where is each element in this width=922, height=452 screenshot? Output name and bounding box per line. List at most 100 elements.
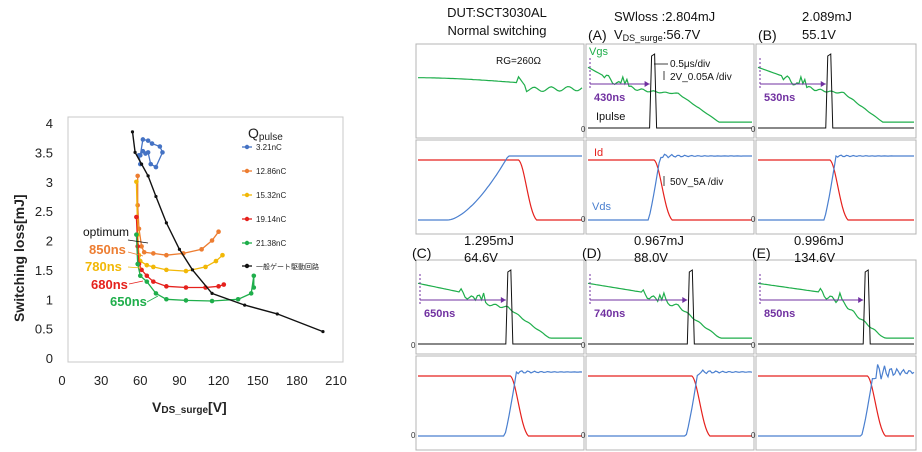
upper-frame <box>415 259 585 355</box>
data-point <box>321 329 325 334</box>
data-point <box>137 273 143 279</box>
data-point <box>190 268 195 272</box>
data-point <box>145 138 151 143</box>
ipulse-trace <box>588 53 752 129</box>
data-point <box>141 249 147 255</box>
annotation-leader <box>128 280 144 285</box>
data-point <box>139 162 144 166</box>
data-point <box>145 150 151 155</box>
voltage-scale-label: 2V_0.05A /div <box>670 72 732 83</box>
data-point <box>216 284 221 289</box>
zero-label: 0 <box>751 431 756 440</box>
data-point <box>183 298 189 303</box>
lower-frame <box>585 355 755 451</box>
data-point <box>209 298 215 304</box>
zero-label: 0 <box>751 125 756 134</box>
data-point <box>157 144 163 149</box>
vds-surge-value: 55.1V <box>802 27 836 42</box>
vgs-trace <box>757 282 914 339</box>
annotation-label: 780ns <box>85 259 122 274</box>
legend-entry: 15.32nC <box>256 191 286 200</box>
data-point <box>210 291 214 295</box>
y-axis-label: Switching loss[mJ] <box>11 194 27 322</box>
legend-entry: 19.14nC <box>256 215 286 224</box>
y-tick-label: 4 <box>46 116 53 131</box>
y-tick-label: 2.5 <box>35 204 53 219</box>
ipulse-trace <box>758 53 914 129</box>
legend-marker <box>244 240 250 246</box>
data-point <box>243 303 247 307</box>
delay-arrowhead <box>820 81 826 87</box>
delay-arrowhead <box>500 297 506 303</box>
panel-label: (B) <box>758 27 777 43</box>
vgs-trace <box>417 282 582 339</box>
switching-loss-chart: 0 30 60 90 120 150 180 210 0 0.5 1 1.5 2 2.5 3 3.5 4 3.2… <box>11 116 347 416</box>
vgs-label: Vgs <box>589 46 608 58</box>
swloss-value: 0.996mJ <box>794 233 844 248</box>
legend-marker <box>244 144 250 150</box>
y-tick-label: 1.5 <box>35 263 53 278</box>
x-tick-label: 180 <box>286 373 308 388</box>
data-point <box>148 161 154 167</box>
vds-surge-value: 134.6V <box>794 250 836 265</box>
delay-label: 430ns <box>594 92 625 104</box>
swloss-value: 2.089mJ <box>802 9 852 24</box>
data-point <box>140 137 146 142</box>
data-point <box>139 267 144 273</box>
data-point <box>153 164 159 170</box>
vds-val: :56.7V <box>663 27 701 42</box>
lower-frame <box>755 139 917 235</box>
id-trace <box>588 375 752 437</box>
upper-frame <box>585 43 755 139</box>
y-tick-label: 2 <box>46 234 53 249</box>
panel-label: (E) <box>752 245 771 261</box>
annotation-label: optimum <box>83 225 129 239</box>
x-tick-label: 150 <box>247 373 269 388</box>
lower-frame <box>415 139 585 235</box>
data-point <box>251 285 257 290</box>
annotation-leader <box>127 239 149 244</box>
annotation-label: 850ns <box>89 242 126 257</box>
legend-marker <box>244 168 250 174</box>
vds-surge-value: 88.0V <box>634 250 668 265</box>
id-trace <box>418 375 582 437</box>
y-tick-label: 0 <box>46 351 53 366</box>
swloss-value: 1.295mJ <box>464 233 514 248</box>
zero-label: 0 <box>581 215 586 224</box>
annotation-leader <box>146 295 159 303</box>
upper-frame <box>585 259 755 355</box>
lower-frame <box>415 355 585 451</box>
series-line-1 <box>137 175 220 256</box>
data-point <box>235 296 241 302</box>
data-point <box>164 221 168 225</box>
data-point <box>203 264 208 270</box>
vds-trace <box>588 369 753 437</box>
data-point <box>220 252 225 258</box>
x-tick-label: 210 <box>325 373 347 388</box>
data-point <box>135 244 140 249</box>
data-point <box>209 238 215 243</box>
data-point <box>216 229 221 234</box>
data-point <box>134 179 139 185</box>
ipulse-label: Ipulse <box>596 111 625 123</box>
upper-frame <box>755 259 917 355</box>
data-point <box>164 296 169 302</box>
panel-label: (D) <box>582 245 601 261</box>
annotation-leader <box>127 266 142 269</box>
x-tick-label: 90 <box>172 373 186 388</box>
data-point <box>248 291 254 296</box>
vds-trace <box>758 364 915 437</box>
vds-surge-value: 64.6V <box>464 250 498 265</box>
legend-entry: 21.38nC <box>256 239 286 248</box>
data-point <box>139 244 144 249</box>
zero-label: 0 <box>581 341 586 350</box>
data-point <box>213 258 219 264</box>
legend-marker <box>244 263 250 269</box>
switching-waveforms: DUT:SCT3030AL Normal switching 430ns0053… <box>411 5 917 451</box>
x-tick-label: 60 <box>133 373 147 388</box>
vds-trace <box>418 370 583 437</box>
delay-label: 850ns <box>764 308 795 320</box>
x-tick-label: 0 <box>58 373 65 388</box>
legend-entry: 3.21nC <box>256 143 282 152</box>
series-line-2 <box>135 181 223 272</box>
